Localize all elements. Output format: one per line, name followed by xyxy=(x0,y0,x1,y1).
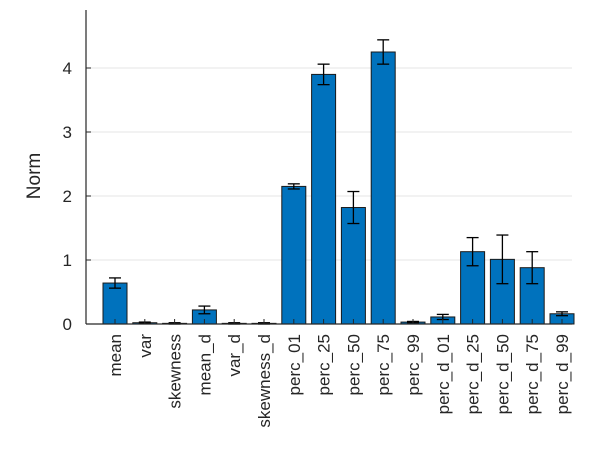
y-tick-label: 4 xyxy=(63,59,72,78)
bar xyxy=(340,207,366,325)
x-tick-label: perc_d_01 xyxy=(434,334,453,414)
bar xyxy=(281,185,307,325)
x-tick-label: perc_d_25 xyxy=(464,334,483,414)
x-tick-label: perc_50 xyxy=(344,334,363,395)
x-tick-label: perc_75 xyxy=(374,334,393,395)
axes xyxy=(85,10,572,325)
x-tick-label: mean_d xyxy=(195,334,214,395)
x-tick-label: perc_01 xyxy=(285,334,304,395)
x-tick-label: var xyxy=(136,334,155,358)
bar xyxy=(370,51,396,325)
x-tick-label: perc_d_50 xyxy=(493,334,512,414)
bar xyxy=(102,282,128,325)
y-tick-label: 2 xyxy=(63,187,72,206)
x-tick-label: var_d xyxy=(225,334,244,377)
y-tick-label: 3 xyxy=(63,123,72,142)
y-tick-label: 0 xyxy=(63,315,72,334)
x-tick-label: skewness xyxy=(166,334,185,409)
x-tick-label: perc_d_99 xyxy=(553,334,572,414)
x-tick-label: skewness_d xyxy=(255,334,274,428)
tick-labels: 0 1 2 3 4 mean var skewness mean_d var_d skewness_… xyxy=(63,59,572,428)
x-tick-label: mean xyxy=(106,334,125,377)
bar xyxy=(311,73,337,325)
y-tick-label: 1 xyxy=(63,251,72,270)
x-tick-label: perc_25 xyxy=(315,334,334,395)
y-axis-label: Norm xyxy=(24,153,45,199)
x-tick-label: perc_d_75 xyxy=(523,334,542,414)
x-tick-label: perc_99 xyxy=(404,334,423,395)
